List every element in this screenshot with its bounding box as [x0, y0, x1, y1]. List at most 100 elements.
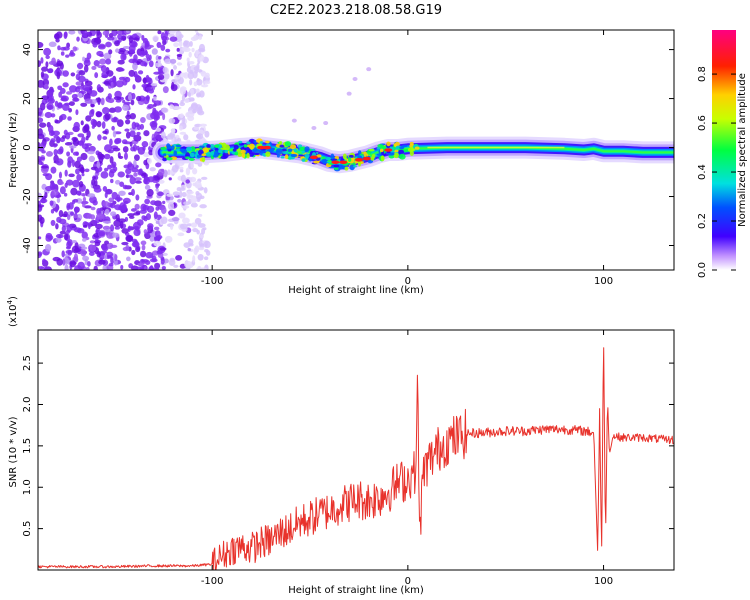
- noise-blob: [168, 118, 176, 124]
- noise-blob: [174, 74, 181, 80]
- noise-blob: [141, 34, 145, 41]
- noise-blob: [55, 38, 60, 43]
- noise-blob: [118, 155, 124, 160]
- noise-blob: [154, 230, 161, 238]
- noise-blob: [40, 141, 46, 149]
- noise-blob: [58, 91, 62, 98]
- noise-blob: [141, 244, 146, 251]
- noise-blob: [123, 152, 128, 160]
- noise-blob: [73, 97, 79, 102]
- snr-y-multiplier: (x104): [6, 296, 19, 327]
- noise-blob: [80, 152, 88, 161]
- noise-blob: [75, 168, 80, 175]
- noise-blob: [160, 257, 165, 265]
- noise-blob: [122, 104, 129, 111]
- signal-blob: [206, 144, 211, 148]
- snr-panel: -100 0 100 0.5 1.0 1.5 2.0 2.5 Height of strai…: [6, 296, 675, 596]
- noise-blob: [84, 143, 92, 147]
- noise-blob: [104, 254, 108, 260]
- noise-blob: [145, 95, 150, 102]
- noise-blob: [40, 102, 46, 111]
- noise-blob: [188, 61, 195, 65]
- noise-blob: [104, 228, 111, 233]
- signal-blob: [238, 140, 243, 144]
- noise-blob: [85, 115, 92, 122]
- noise-blob: [96, 160, 101, 169]
- noise-blob: [107, 149, 114, 154]
- snr-plot-area: [38, 347, 674, 570]
- noise-blob: [45, 61, 49, 68]
- noise-blob: [38, 60, 42, 68]
- noise-blob: [203, 240, 211, 249]
- noise-blob: [193, 81, 198, 87]
- noise-blob: [73, 213, 78, 219]
- noise-blob: [111, 30, 118, 37]
- noise-blob: [139, 209, 147, 214]
- noise-blob: [182, 115, 186, 124]
- noise-blob: [104, 240, 109, 245]
- signal-blob: [301, 150, 306, 154]
- noise-blob: [117, 59, 125, 65]
- noise-blob: [94, 241, 101, 247]
- noise-blob: [147, 157, 152, 165]
- noise-blob: [102, 30, 109, 36]
- noise-blob: [125, 235, 134, 243]
- signal-blob: [325, 157, 332, 161]
- noise-blob: [58, 209, 64, 218]
- snr-y-tick-label: 2.0: [22, 397, 33, 413]
- noise-blob: [196, 63, 200, 70]
- noise-blob: [53, 33, 60, 40]
- noise-blob: [104, 167, 109, 172]
- signal-blob: [188, 157, 195, 161]
- noise-blob: [96, 213, 105, 220]
- noise-blob: [136, 95, 142, 102]
- noise-blob: [104, 113, 111, 121]
- noise-blob: [38, 142, 41, 148]
- noise-blob: [157, 74, 165, 81]
- signal-blob: [241, 152, 246, 159]
- noise-blob: [38, 117, 44, 123]
- noise-blob: [91, 65, 97, 71]
- noise-blob: [143, 130, 150, 137]
- colorbar-label: Normalized spectral amplitude: [737, 73, 748, 227]
- faint-streak: [323, 121, 329, 126]
- noise-blob: [138, 50, 146, 57]
- noise-blob: [108, 49, 113, 55]
- noise-blob: [155, 127, 161, 132]
- noise-blob: [162, 113, 166, 121]
- signal-blob: [240, 149, 246, 154]
- signal-blob: [333, 164, 340, 168]
- colorbar: 0.0 0.2 0.4 0.6 0.8 Normalized spectral ampl…: [697, 30, 748, 278]
- noise-blob: [68, 30, 76, 35]
- noise-blob: [48, 124, 54, 133]
- noise-blob: [137, 262, 144, 267]
- signal-blob: [304, 146, 310, 152]
- noise-blob: [68, 173, 75, 178]
- noise-blob: [92, 199, 98, 206]
- signal-blob: [279, 144, 285, 148]
- noise-blob: [145, 77, 152, 83]
- noise-blob: [198, 247, 205, 251]
- noise-blob: [115, 213, 120, 222]
- spectrogram-y-tick-label: -40: [22, 237, 33, 253]
- noise-blob: [164, 235, 173, 243]
- colorbar-tick-label: 0.4: [697, 164, 708, 180]
- noise-blob: [94, 72, 99, 79]
- noise-blob: [186, 193, 191, 200]
- noise-blob: [145, 86, 154, 91]
- noise-blob: [107, 93, 112, 100]
- noise-blob: [141, 141, 149, 148]
- noise-blob: [136, 124, 141, 131]
- noise-blob: [137, 146, 145, 155]
- noise-blob: [67, 250, 72, 256]
- noise-blob: [141, 42, 146, 46]
- noise-blob: [98, 259, 106, 265]
- noise-blob: [82, 196, 87, 203]
- signal-blob: [212, 153, 219, 158]
- noise-blob: [183, 40, 189, 46]
- noise-blob: [108, 170, 115, 178]
- signal-blob: [201, 156, 206, 163]
- noise-blob: [179, 131, 187, 135]
- noise-blob: [134, 177, 142, 182]
- noise-blob: [75, 109, 79, 116]
